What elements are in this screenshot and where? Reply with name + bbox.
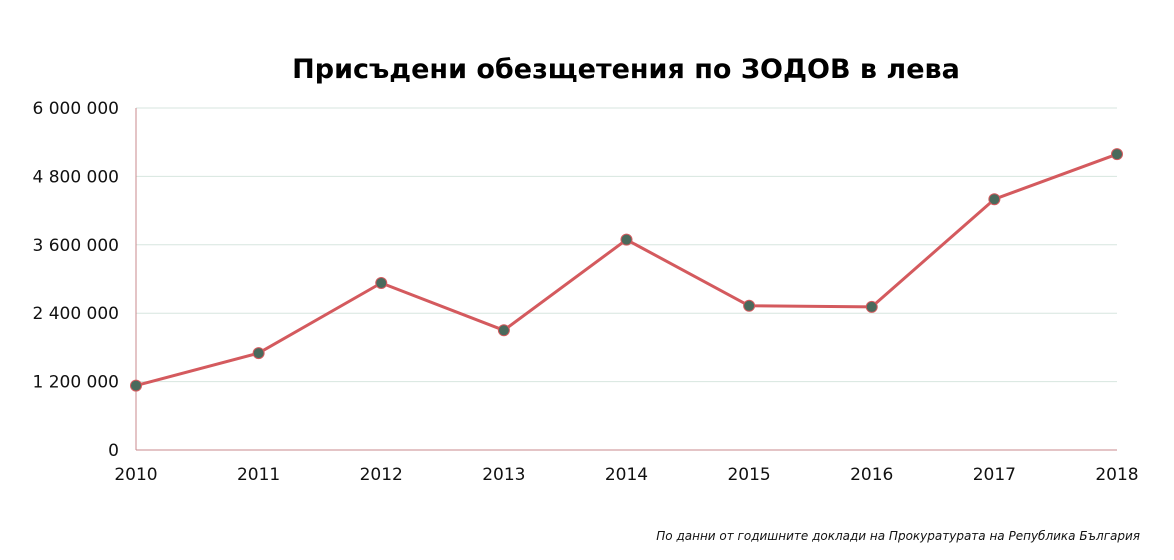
x-tick-label: 2015	[727, 465, 770, 485]
y-tick-label: 3 600 000	[32, 236, 119, 256]
x-tick-label: 2012	[360, 465, 403, 485]
data-point	[865, 300, 878, 313]
x-tick-label: 2017	[973, 465, 1016, 485]
data-point	[988, 193, 1001, 206]
series	[130, 148, 1123, 392]
series-line	[135, 152, 1118, 388]
y-tick-label: 6 000 000	[32, 99, 119, 119]
x-tick-label: 2010	[114, 465, 157, 485]
x-tick-labels: 2010 2011 2012 2013 2014 2015 2016 2017 2018	[114, 465, 1138, 485]
data-point	[743, 299, 756, 312]
x-tick-label: 2011	[237, 465, 280, 485]
data-point	[1111, 148, 1123, 161]
y-tick-label: 1 200 000	[32, 373, 119, 393]
x-tick-label: 2013	[482, 465, 525, 485]
source-note: По данни от годишните доклади на Прокура…	[656, 529, 1140, 543]
data-point	[497, 324, 510, 337]
x-tick-label: 2014	[605, 465, 648, 485]
y-tick-label: 2 400 000	[32, 304, 119, 324]
x-tick-label: 2018	[1095, 465, 1138, 485]
data-point	[375, 276, 388, 289]
y-tick-label: 4 800 000	[32, 167, 119, 187]
x-tick-label: 2016	[850, 465, 893, 485]
data-point	[130, 379, 142, 392]
y-tick-labels: 0 1 200 000 2 400 000 3 600 000 4 800 000 6 0…	[32, 99, 119, 461]
y-tick-label: 0	[108, 441, 119, 461]
data-point	[252, 347, 265, 360]
data-point	[620, 233, 633, 246]
chart-title: Присъдени обезщетения по ЗОДОВ в лева	[292, 54, 960, 85]
axes	[135, 108, 1117, 451]
